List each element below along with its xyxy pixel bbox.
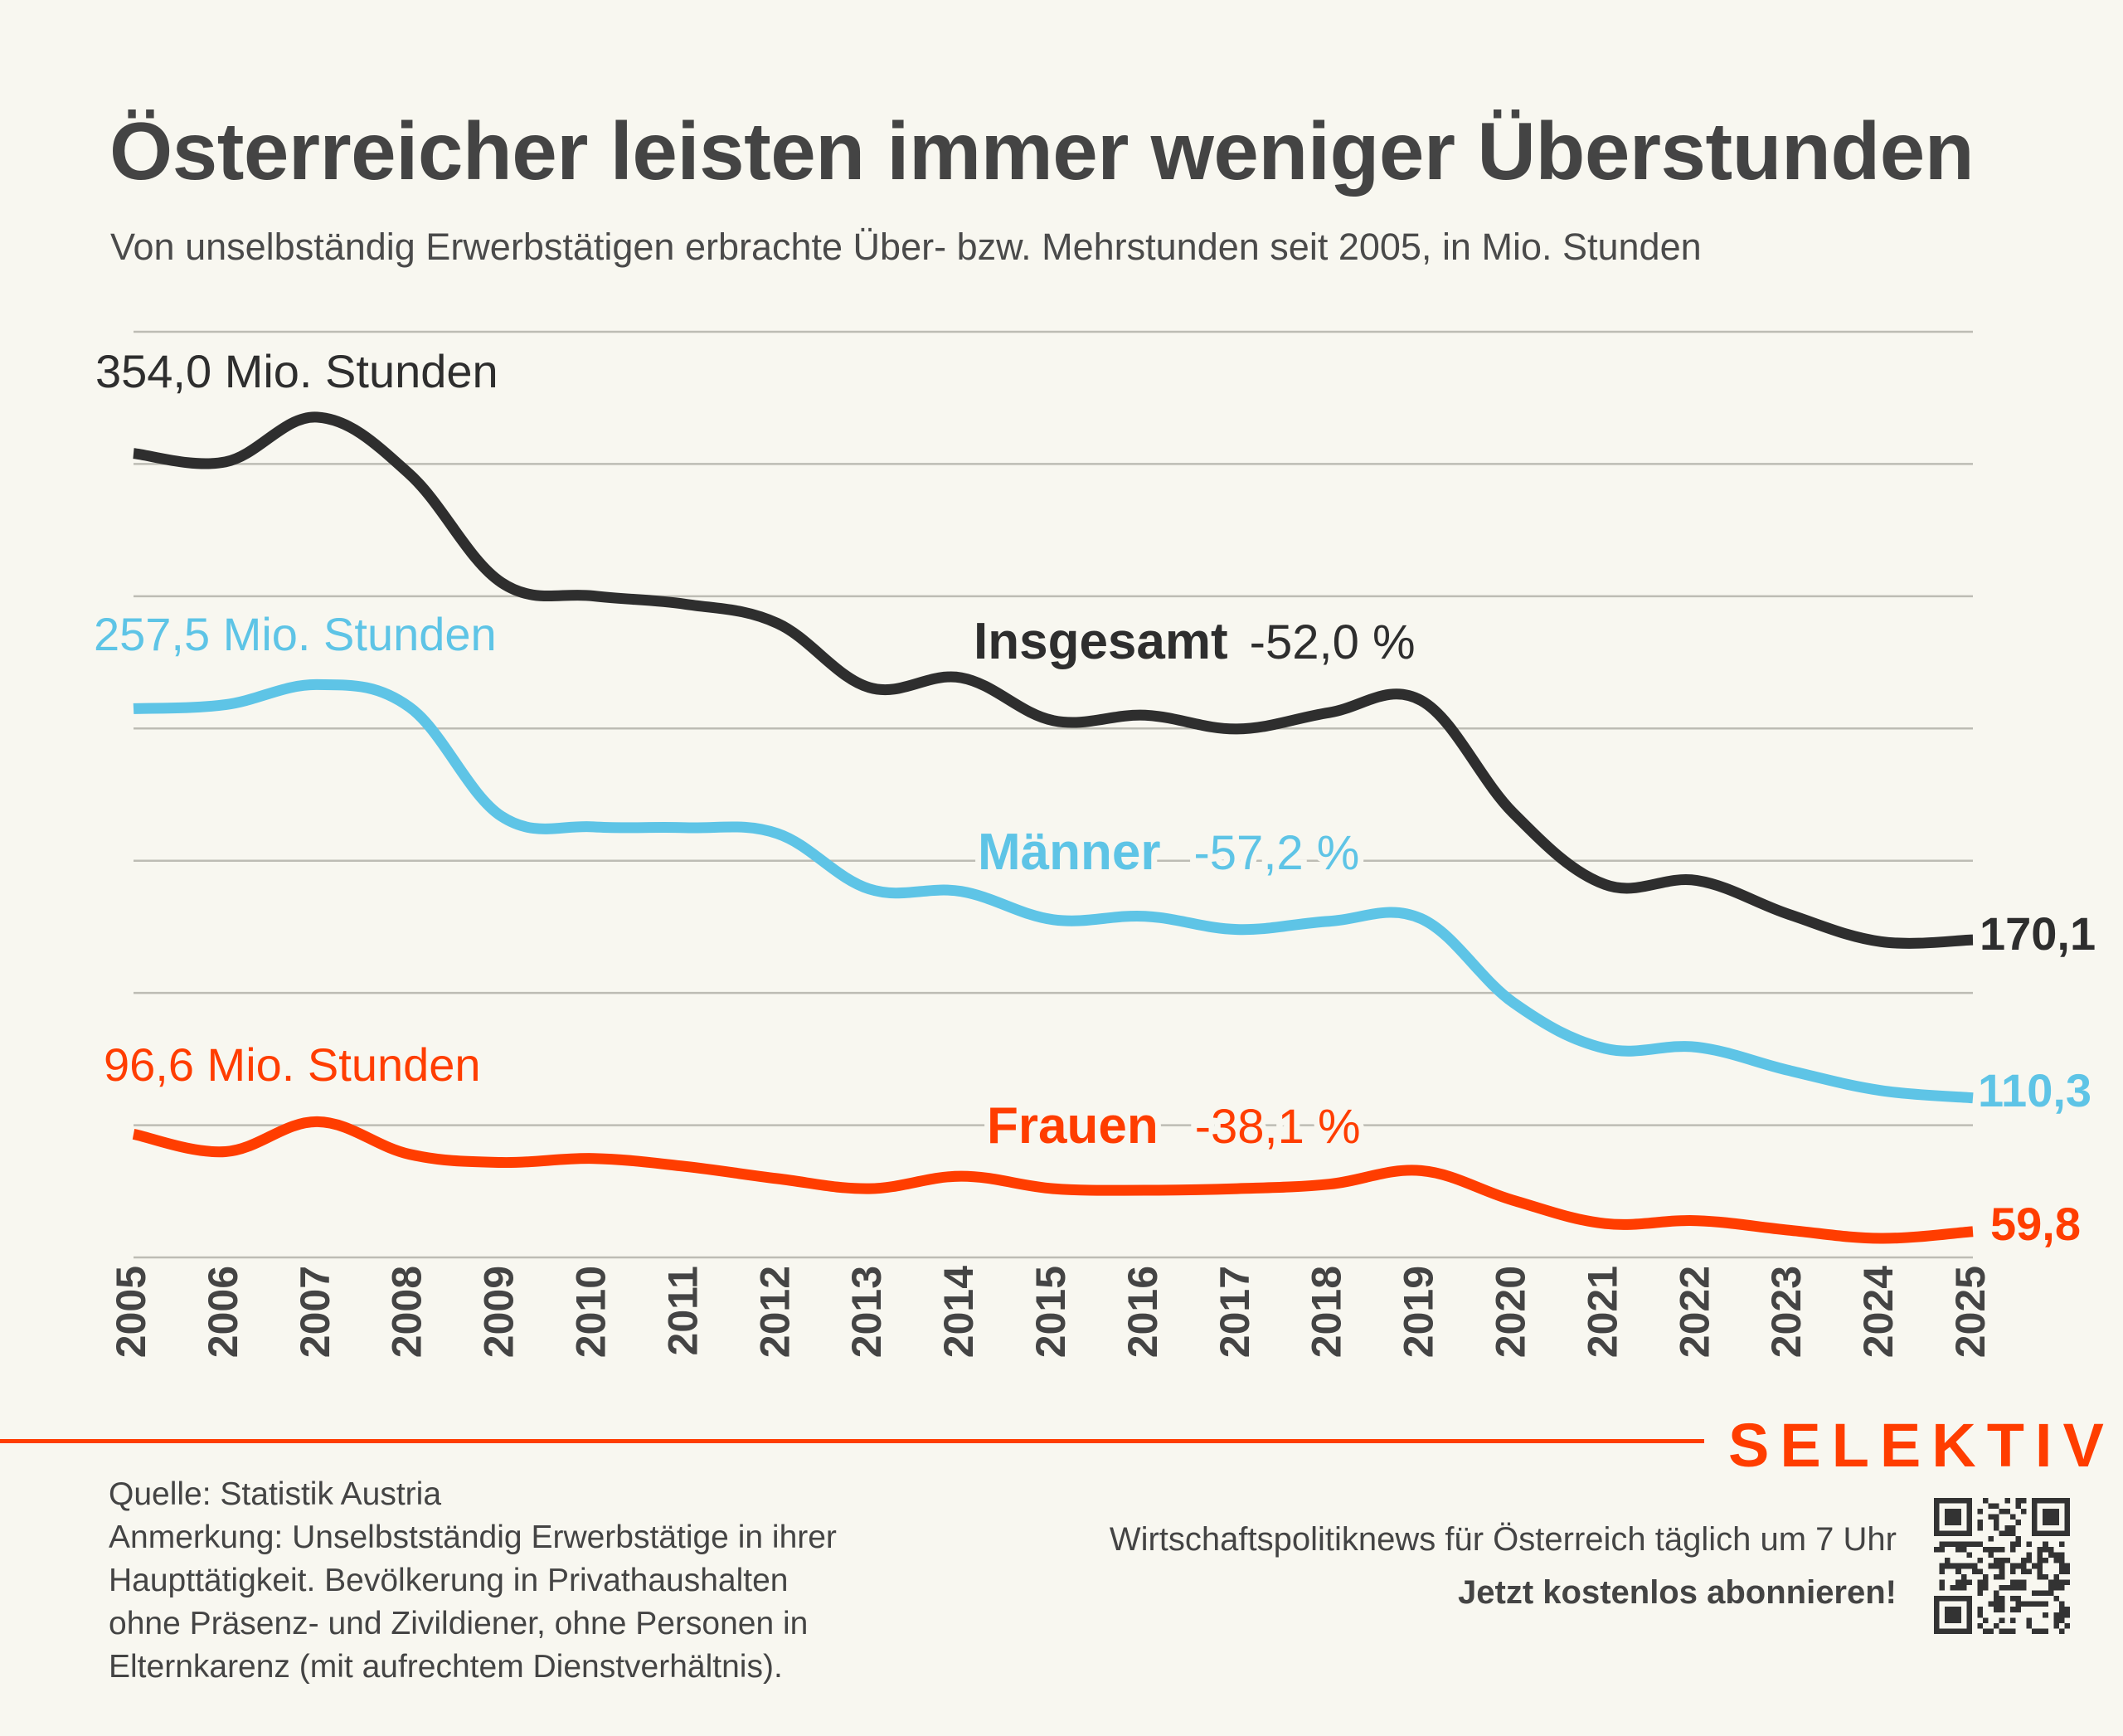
x-tick-label: 2011 (659, 1266, 706, 1355)
footer-divider (0, 1439, 1704, 1443)
start-value-label: 354,0 Mio. Stunden (95, 345, 498, 397)
start-value-label: 257,5 Mio. Stunden (94, 608, 497, 660)
footer-notes: Quelle: Statistik Austria Anmerkung: Uns… (109, 1473, 1021, 1689)
gridlines (134, 330, 1973, 1259)
series-change-percent: -52,0 % (1250, 615, 1416, 669)
note-line: Haupttätigkeit. Bevölkerung in Privathau… (109, 1563, 789, 1598)
x-tick-label: 2014 (935, 1266, 982, 1358)
x-tick-label: 2006 (200, 1266, 246, 1358)
x-tick-label: 2025 (1947, 1266, 1994, 1358)
note-line: Anmerkung: Unselbstständig Erwerbstätige… (109, 1520, 837, 1555)
end-value-label: 170,1 (1980, 907, 2096, 960)
x-tick-label: 2016 (1120, 1266, 1166, 1358)
x-tick-label: 2022 (1671, 1266, 1717, 1358)
chart-title: Österreicher leisten immer weniger Übers… (109, 105, 1975, 197)
x-tick-label: 2013 (843, 1266, 890, 1358)
chart-subtitle: Von unselbständig Erwerbstätigen erbrach… (110, 226, 1702, 268)
x-tick-label: 2010 (568, 1266, 615, 1358)
end-value-label: 59,8 (1990, 1198, 2081, 1250)
x-tick-label: 2023 (1763, 1266, 1810, 1358)
x-tick-label: 2019 (1396, 1266, 1442, 1358)
series-line-insgesamt (133, 411, 1974, 949)
x-tick-label: 2020 (1488, 1266, 1534, 1358)
x-tick-label: 2024 (1855, 1266, 1902, 1358)
series-name-label: Männer -57,2 % (972, 818, 1365, 887)
note-line: ohne Präsenz- und Zivildiener, ohne Pers… (109, 1606, 809, 1641)
x-tick-label: 2012 (751, 1266, 798, 1358)
x-tick-label: 2007 (292, 1266, 338, 1358)
series-labels: 354,0 Mio. Stunden Insgesamt -52,0 % 170,1 2… (94, 345, 2096, 1250)
x-tick-label: 2015 (1027, 1266, 1074, 1358)
x-tick-label: 2021 (1579, 1266, 1625, 1358)
x-tick-label: 2005 (108, 1266, 154, 1358)
note-line: Elternkarenz (mit aufrechtem Dienstverhä… (109, 1649, 783, 1685)
start-value-label: 96,6 Mio. Stunden (104, 1038, 481, 1091)
series-line-maenner (133, 678, 1974, 1104)
series-name: Insgesamt (974, 613, 1228, 670)
series-change-percent: -57,2 % (1193, 826, 1359, 880)
subscribe-cta[interactable]: Jetzt kostenlos abonnieren! (1458, 1574, 1897, 1611)
series-name-label: Insgesamt -52,0 % (968, 607, 1421, 676)
series-change-percent: -38,1 % (1195, 1100, 1361, 1154)
newsletter-tagline: Wirtschaftspolitiknews für Österreich tä… (1109, 1521, 1897, 1558)
series-name-label: Frauen -38,1 % (981, 1092, 1367, 1160)
series-name: Männer (978, 824, 1160, 881)
series-lines (132, 411, 1974, 1244)
x-tick-label: 2018 (1304, 1266, 1350, 1358)
x-axis-tick-labels: 2005 2006 2007 2008 2009 2010 2011 2012 2013 2014… (108, 1266, 1994, 1358)
series-line-frauen (132, 1116, 1974, 1244)
x-tick-label: 2017 (1212, 1266, 1258, 1358)
x-tick-label: 2009 (476, 1266, 522, 1358)
brand-logo: SELEKTIV (1728, 1411, 2115, 1480)
source-text: Quelle: Statistik Austria (109, 1476, 442, 1512)
series-name: Frauen (987, 1097, 1159, 1155)
x-tick-label: 2008 (384, 1266, 430, 1358)
qr-code-icon[interactable] (1934, 1498, 2070, 1634)
end-value-label: 110,3 (1978, 1064, 2091, 1116)
